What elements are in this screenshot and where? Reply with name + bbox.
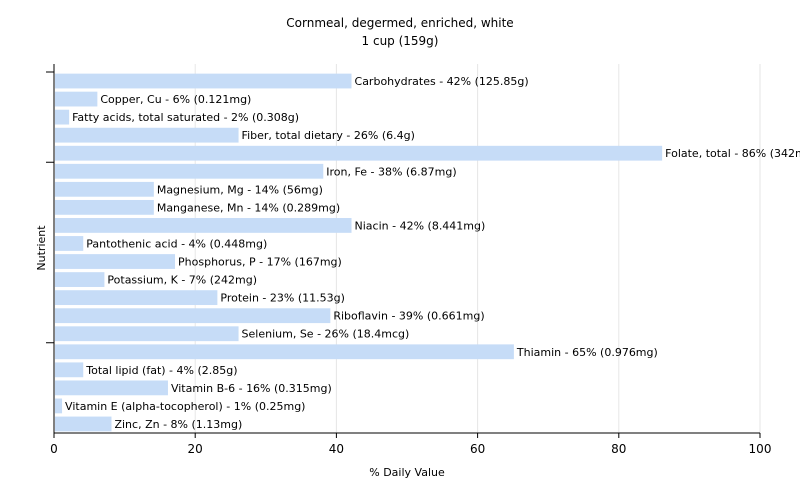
bar-label: Vitamin B-6 - 16% (0.315mg) xyxy=(171,382,332,395)
bar-label: Carbohydrates - 42% (125.85g) xyxy=(355,75,529,88)
bar-labels: Carbohydrates - 42% (125.85g) Copper, Cu … xyxy=(65,75,800,431)
bar-label: Vitamin E (alpha-tocopherol) - 1% (0.25m… xyxy=(65,400,305,413)
x-axis-title: % Daily Value xyxy=(369,466,445,479)
x-tick-label: 60 xyxy=(470,442,485,456)
x-tick-label: 80 xyxy=(611,442,626,456)
grid-lines xyxy=(194,64,761,433)
x-tick-label: 20 xyxy=(188,442,203,456)
bar-label: Fiber, total dietary - 26% (6.4g) xyxy=(242,129,415,142)
chart-title: Cornmeal, degermed, enriched, white xyxy=(286,16,513,30)
bar-label: Iron, Fe - 38% (6.87mg) xyxy=(326,165,456,178)
bar-label: Folate, total - 86% (342mcg) xyxy=(665,147,800,160)
bar xyxy=(55,416,112,432)
bar-label: Phosphorus, P - 17% (167mg) xyxy=(178,256,342,269)
bar-label: Copper, Cu - 6% (0.121mg) xyxy=(100,93,251,106)
bar-label: Total lipid (fat) - 4% (2.85g) xyxy=(85,364,237,377)
chart-subtitle: 1 cup (159g) xyxy=(362,34,439,48)
x-tick-label: 100 xyxy=(749,442,772,456)
bar-label: Potassium, K - 7% (242mg) xyxy=(107,274,257,287)
bar xyxy=(55,163,324,179)
bar-label: Magnesium, Mg - 14% (56mg) xyxy=(157,183,323,196)
bar xyxy=(55,254,176,269)
bar xyxy=(55,127,239,143)
bar xyxy=(55,362,84,378)
bar-label: Riboflavin - 39% (0.661mg) xyxy=(333,310,484,323)
bar xyxy=(55,91,98,107)
bar-label: Fatty acids, total saturated - 2% (0.308… xyxy=(72,111,299,124)
bar-label: Pantothenic acid - 4% (0.448mg) xyxy=(86,237,267,250)
x-axis-ticks: 0 20 40 60 80 100 xyxy=(50,433,771,456)
bar xyxy=(55,218,352,233)
bar xyxy=(55,145,663,161)
x-tick-label: 40 xyxy=(329,442,344,456)
bar xyxy=(55,290,218,306)
bar xyxy=(55,109,70,125)
bar-label: Zinc, Zn - 8% (1.13mg) xyxy=(114,418,242,431)
bar xyxy=(55,326,239,342)
bar xyxy=(55,398,63,414)
bar-label: Thiamin - 65% (0.976mg) xyxy=(516,346,658,359)
bar xyxy=(55,181,154,197)
bar xyxy=(55,236,84,251)
bar-label: Selenium, Se - 26% (18.4mcg) xyxy=(242,328,410,341)
bar-label: Protein - 23% (11.53g) xyxy=(220,292,345,305)
x-tick-label: 0 xyxy=(50,442,58,456)
bar xyxy=(55,380,168,396)
y-axis-title: Nutrient xyxy=(35,225,48,271)
bars xyxy=(55,73,663,432)
bar xyxy=(55,73,352,89)
bar-label: Manganese, Mn - 14% (0.289mg) xyxy=(157,201,340,214)
bar-label: Niacin - 42% (8.441mg) xyxy=(355,219,486,232)
bar xyxy=(55,272,105,287)
bar xyxy=(55,199,154,215)
bar xyxy=(55,344,514,360)
bar xyxy=(55,308,331,324)
y-axis-ticks xyxy=(46,71,54,344)
